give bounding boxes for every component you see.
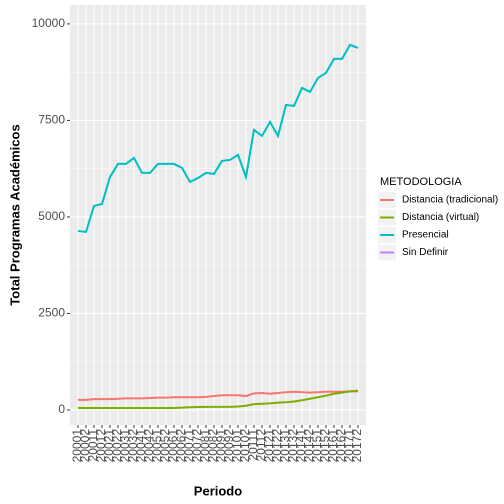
x-tick-label: 20072 <box>190 429 204 463</box>
x-tick-label: 20071 <box>182 429 196 463</box>
x-tick-label: 20062 <box>174 429 188 463</box>
legend-label: Presencial <box>402 230 449 241</box>
y-tick-label: 0 <box>58 402 65 416</box>
x-tick-label: 20001 <box>70 429 84 463</box>
x-tick-label: 20011 <box>86 429 100 462</box>
x-axis-title: Periodo <box>194 483 242 498</box>
x-tick-label: 20162 <box>334 429 348 463</box>
x-tick-label: 20141 <box>294 429 308 463</box>
x-tick-label: 20042 <box>142 429 156 463</box>
x-tick-label: 20102 <box>238 429 252 463</box>
legend-label: Sin Definir <box>402 247 449 258</box>
series-line <box>77 43 359 234</box>
legend-label: Distancia (tradicional) <box>402 195 498 206</box>
x-tick-label: 20052 <box>158 429 172 463</box>
y-tick-label: 2500 <box>38 306 65 320</box>
x-tick-label: 20031 <box>118 429 132 463</box>
x-tick-label: 20061 <box>166 429 180 463</box>
x-tick-label: 20172 <box>350 429 364 463</box>
x-tick-label: 20022 <box>110 429 124 463</box>
y-tick-label: 10000 <box>32 16 66 30</box>
x-tick-label: 20002 <box>78 429 92 463</box>
x-tick-label: 20131 <box>278 429 292 463</box>
legend-label: Distancia (virtual) <box>402 212 479 223</box>
x-tick-label: 20121 <box>262 429 276 463</box>
series-line <box>78 390 358 401</box>
x-tick-label: 20132 <box>286 429 300 463</box>
y-tick-label: 7500 <box>38 113 65 127</box>
y-tick-label: 5000 <box>38 209 65 223</box>
panel <box>70 5 366 425</box>
x-tick-label: 20112 <box>254 429 268 462</box>
x-tick-label: 20161 <box>326 429 340 463</box>
x-tick-label: 20081 <box>198 429 212 463</box>
x-tick-label: 20111 <box>246 429 260 461</box>
x-tick-label: 20101 <box>230 429 244 463</box>
x-tick-label: 20091 <box>214 429 228 463</box>
x-tick-label: 20032 <box>126 429 140 463</box>
x-tick-label: 20122 <box>270 429 284 463</box>
x-tick-label: 20171 <box>342 429 356 463</box>
x-tick-label: 20152 <box>318 429 332 463</box>
x-tick-label: 20021 <box>102 429 116 463</box>
x-tick-label: 20142 <box>302 429 316 463</box>
y-axis-title: Total Programas Académicos <box>7 124 22 305</box>
x-tick-label: 20082 <box>206 429 220 463</box>
legend-title: METODOLOGIA <box>380 176 462 188</box>
x-tick-label: 20151 <box>310 429 324 463</box>
x-tick-label: 20012 <box>94 429 108 463</box>
series-line <box>78 389 359 410</box>
x-tick-label: 20041 <box>134 429 148 463</box>
x-tick-label: 20051 <box>150 429 164 463</box>
x-tick-label: 20092 <box>222 429 236 463</box>
